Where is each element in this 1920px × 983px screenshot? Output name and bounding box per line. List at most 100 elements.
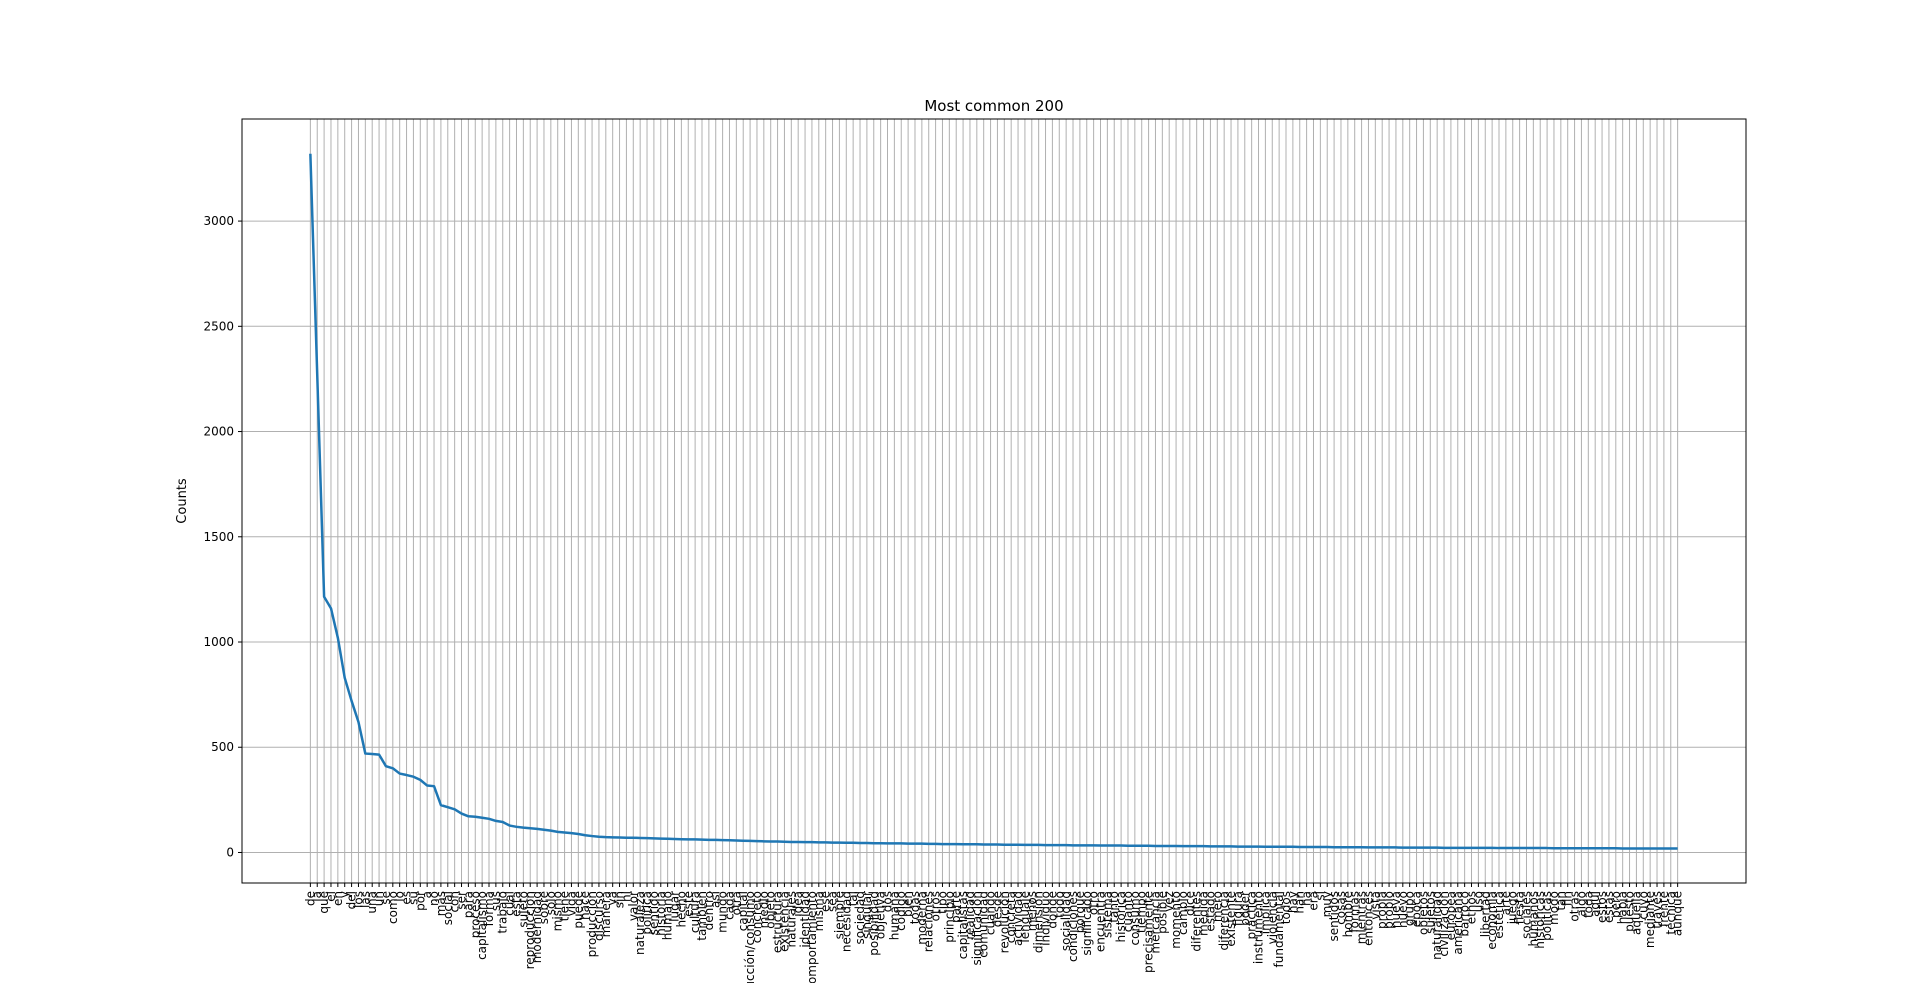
x-tick-label: mercancía xyxy=(1148,891,1162,954)
x-tick-label: parte xyxy=(949,891,963,923)
x-tick-label: concreto xyxy=(750,891,764,943)
x-tick-label: encuentra xyxy=(1093,891,1107,952)
x-tick-label: fundamental xyxy=(1272,891,1286,967)
x-tick-label: puesto xyxy=(1623,891,1637,932)
x-tick-label: es xyxy=(400,891,414,905)
x-tick-label: objetiva xyxy=(874,891,888,939)
x-tick-label: otros xyxy=(929,891,943,921)
x-tick-label: hombre xyxy=(1341,891,1355,937)
x-tick-label: que xyxy=(317,891,331,914)
x-tick-label: identidad xyxy=(798,891,812,948)
x-tick-label: mismo xyxy=(551,891,565,931)
x-tick-label: así xyxy=(709,890,723,908)
x-tick-label: misma xyxy=(812,891,826,931)
x-tick-label: el xyxy=(324,891,338,902)
x-tick-label: sólo xyxy=(544,891,558,915)
x-tick-label: condiciones xyxy=(1066,891,1080,962)
x-tick-label: hace xyxy=(578,891,592,920)
x-tick-label: en xyxy=(331,891,345,906)
x-tick-label: nuevo xyxy=(1396,891,1410,928)
x-tick-label: relaciones xyxy=(922,891,936,952)
x-tick-label: tal xyxy=(846,891,860,906)
x-tick-label: ethos xyxy=(1465,891,1479,924)
x-tick-label: otro xyxy=(1087,891,1101,915)
x-tick-label: dentro xyxy=(702,891,716,930)
x-tick-label: sentido xyxy=(647,891,661,935)
x-tick-label: los xyxy=(351,891,365,908)
x-tick-label: más xyxy=(434,891,448,916)
x-tick-label: todos xyxy=(1279,891,1293,924)
chart-title: Most common 200 xyxy=(924,97,1063,115)
x-tick-label: aquí xyxy=(1588,890,1602,917)
x-tick-label: dice xyxy=(1183,891,1197,916)
y-tick-label: 2500 xyxy=(203,319,234,333)
x-tick-label: tan xyxy=(1554,891,1568,911)
x-tick-label: han xyxy=(1293,891,1307,914)
x-tick-label: algo xyxy=(1574,891,1588,917)
x-tick-label: cambio xyxy=(1176,891,1190,935)
x-tick-label: concreta xyxy=(1004,891,1018,943)
x-tick-label: mientras xyxy=(1355,891,1369,944)
x-tick-label: práctica xyxy=(1245,891,1259,940)
x-tick-label: comportamiento xyxy=(805,891,819,983)
x-tick-label: estos xyxy=(1595,891,1609,923)
x-tick-label: economía xyxy=(1485,891,1499,950)
x-tick-label: existencia xyxy=(777,891,791,952)
x-tick-label: capitalismo xyxy=(475,891,489,960)
x-tick-label: implica xyxy=(1258,891,1272,934)
x-tick-label: las xyxy=(358,891,372,908)
x-tick-label: por xyxy=(413,891,427,911)
x-tick-label: siempre xyxy=(832,891,846,939)
x-tick-label: humano xyxy=(661,891,675,940)
x-tick-label: significado xyxy=(1080,891,1094,956)
x-tick-label: ser xyxy=(455,891,469,910)
x-tick-label: realidad xyxy=(963,891,977,940)
x-tick-label: política xyxy=(640,891,654,935)
x-tick-label: necesidad xyxy=(839,891,853,952)
x-tick-label: ni xyxy=(619,891,633,902)
x-tick-label: como xyxy=(386,891,400,924)
grid xyxy=(242,119,1746,883)
x-tick-label: naturales xyxy=(784,891,798,948)
x-tick-label: moderna xyxy=(915,891,929,945)
x-tick-label: cada xyxy=(722,891,736,920)
x-tick-label: medio xyxy=(757,891,771,928)
x-tick-label: comunidad xyxy=(977,891,991,958)
x-tick-label: su xyxy=(406,891,420,905)
x-tick-label: hay xyxy=(1286,891,1300,913)
x-tick-label: modo xyxy=(1547,891,1561,925)
x-tick-label: ese xyxy=(819,891,833,912)
x-tick-label: figura xyxy=(1231,891,1245,926)
x-tick-label: a xyxy=(420,891,434,898)
x-tick-label: sociedad xyxy=(853,891,867,945)
x-tick-label: aquella xyxy=(1629,891,1643,935)
x-tick-label: naturaleza xyxy=(633,891,647,955)
x-tick-label: lo xyxy=(393,891,407,902)
x-tick-label: de xyxy=(303,891,317,906)
x-tick-label: cosas xyxy=(1334,891,1348,925)
x-tick-label: barroco xyxy=(1458,891,1472,937)
x-tick-label: pero xyxy=(1609,891,1623,918)
x-tick-label: manera xyxy=(599,891,613,937)
x-tick-label: esta xyxy=(509,891,523,917)
x-tick-label: diferentes xyxy=(1190,891,1204,952)
x-tick-label: naturalidad xyxy=(1430,891,1444,960)
x-tick-label: cultura xyxy=(688,891,702,933)
x-tick-label: juego xyxy=(1506,891,1520,925)
x-tick-label: discurso xyxy=(592,891,606,941)
x-tick-label: sistema xyxy=(1100,891,1114,938)
x-tick-label: todas xyxy=(908,891,922,924)
x-tick-label: humanos xyxy=(1526,891,1540,946)
x-tick-label: actividad xyxy=(1011,891,1025,946)
x-tick-label: con xyxy=(448,891,462,913)
x-tick-label: posibilidad xyxy=(867,891,881,956)
x-tick-label: social xyxy=(441,891,455,925)
x-tick-label: sea xyxy=(826,891,840,912)
x-tick-label: consumo xyxy=(1128,891,1142,945)
x-tick-label: posible xyxy=(1155,891,1169,934)
x-tick-label: producción xyxy=(585,891,599,957)
x-tick-label: historia xyxy=(654,891,668,936)
x-tick-label: época xyxy=(1410,891,1424,927)
x-tick-label: singular xyxy=(860,891,874,939)
